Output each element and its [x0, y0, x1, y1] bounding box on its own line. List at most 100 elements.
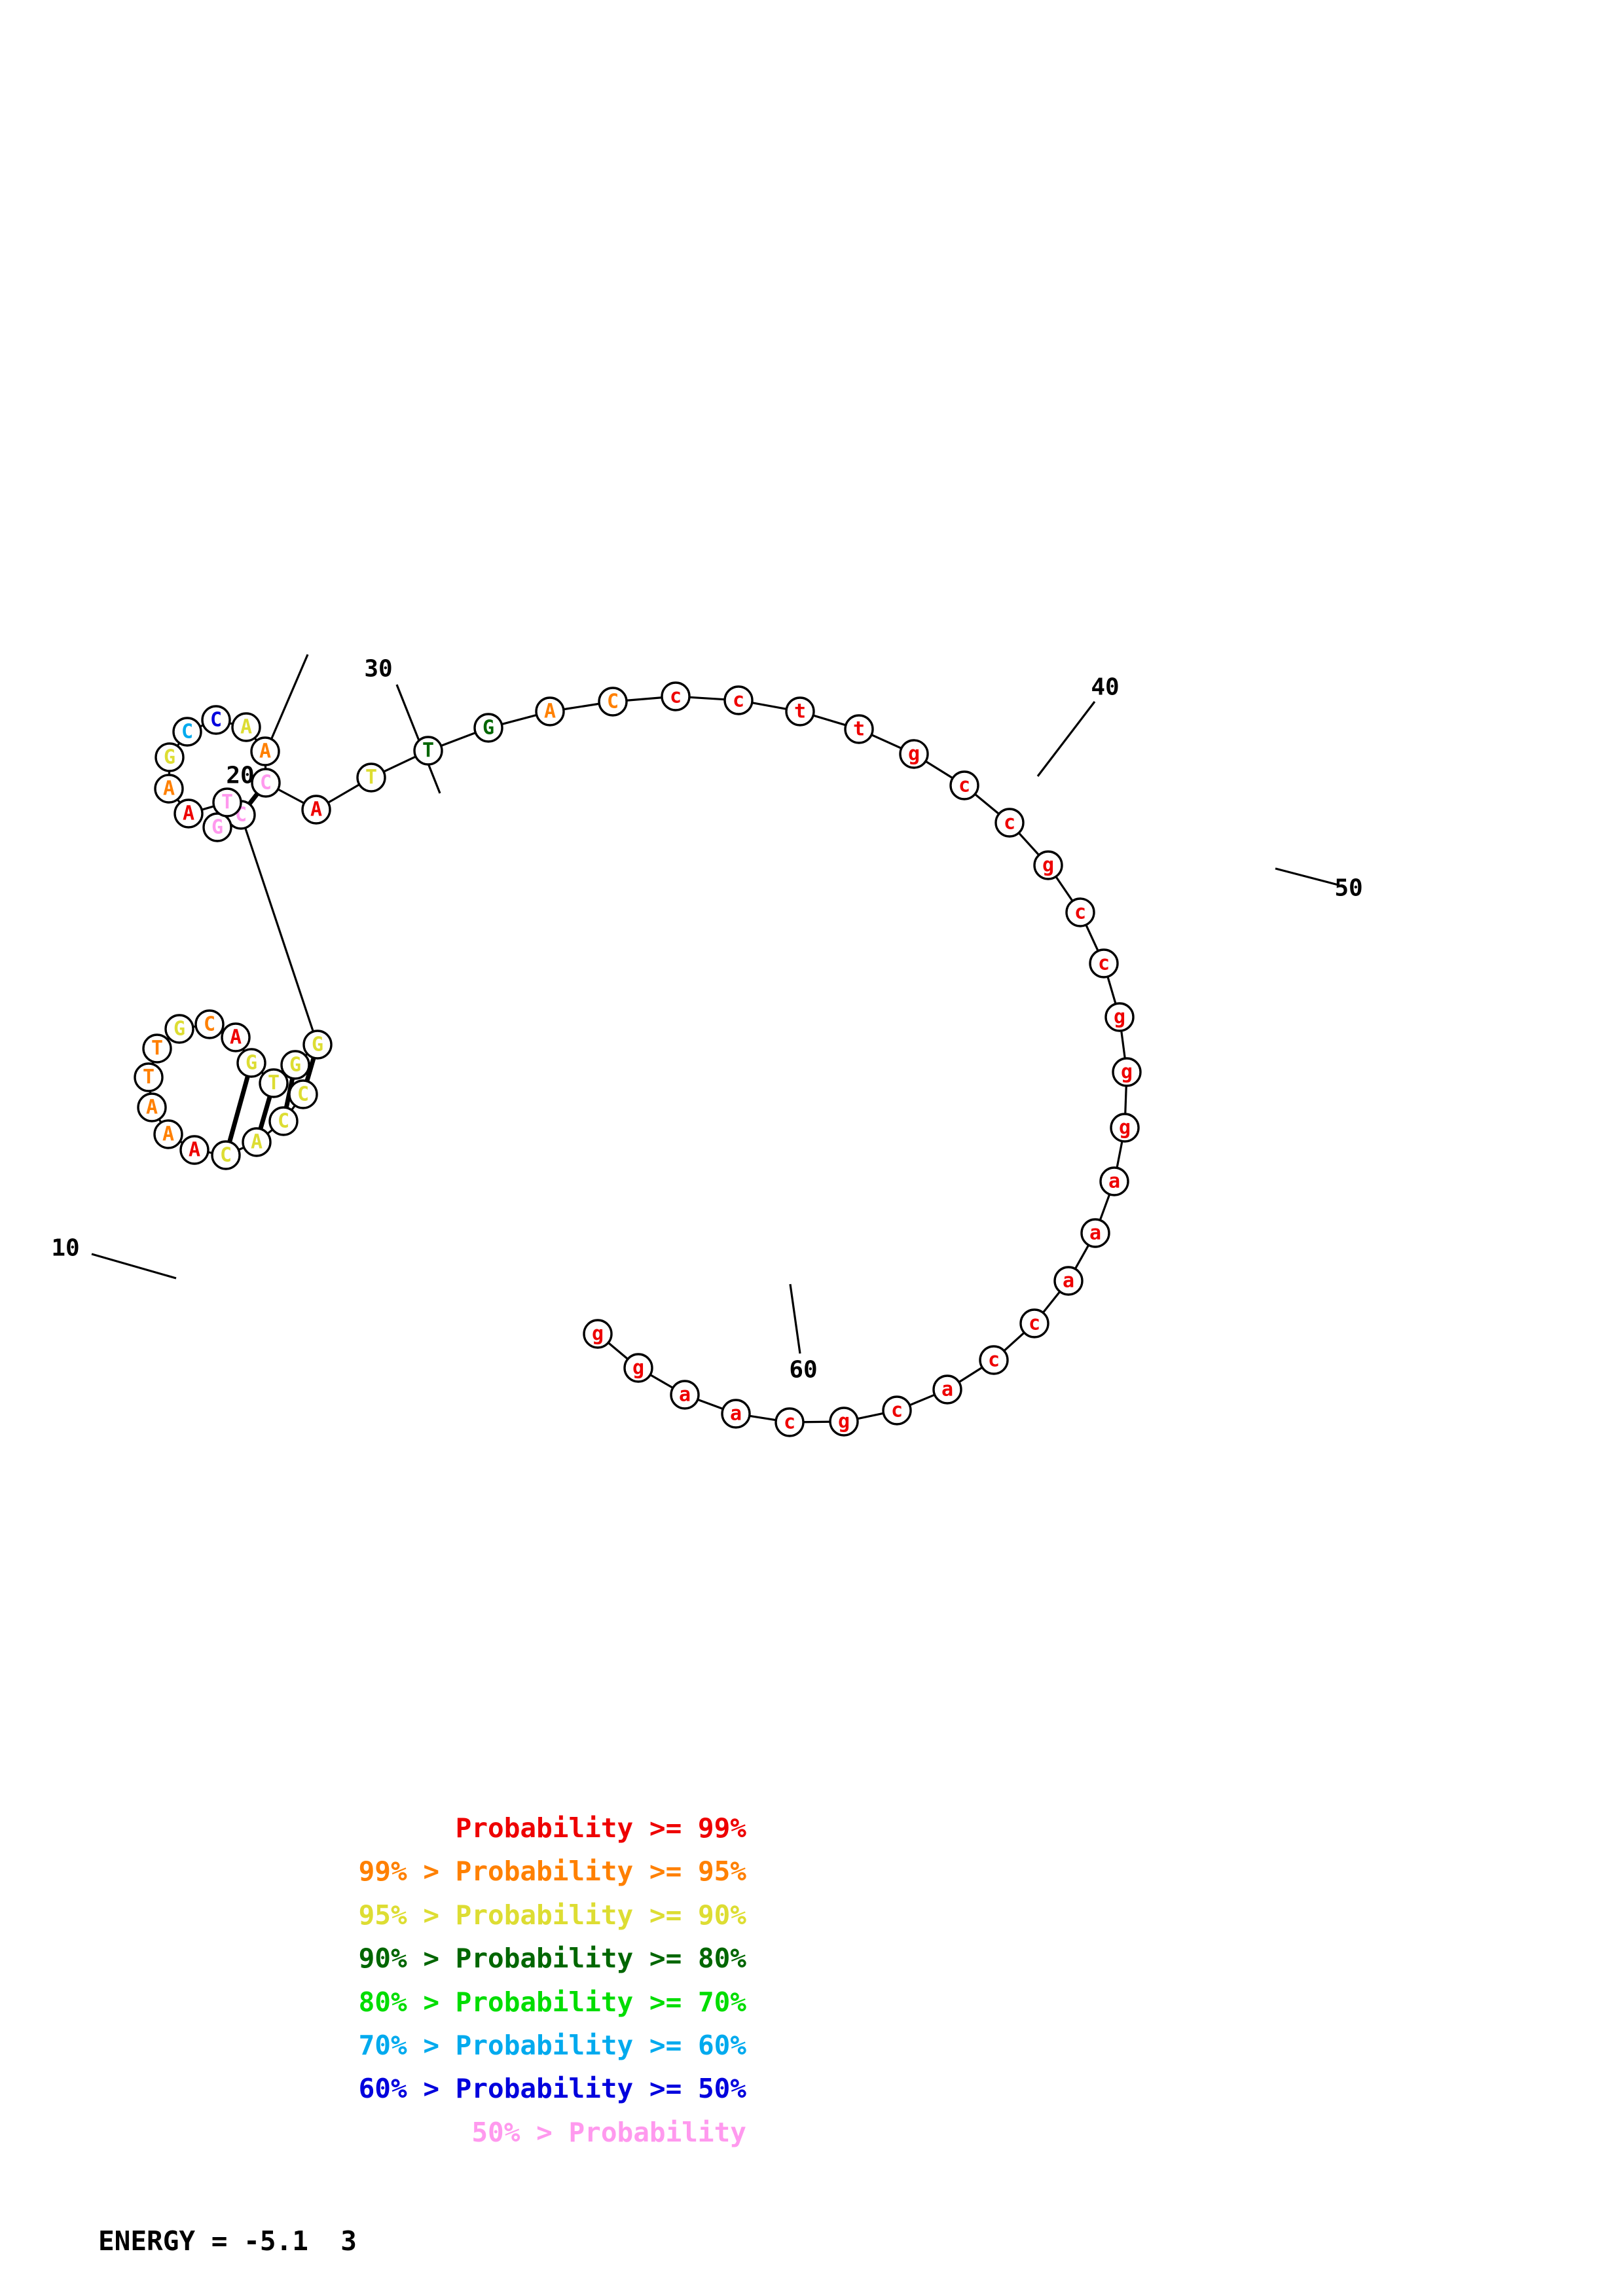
backbone-segment	[749, 1414, 776, 1422]
base-node: c	[1065, 897, 1095, 927]
backbone-segment	[909, 1393, 936, 1407]
base-node: A	[250, 736, 280, 766]
backbone-segment	[441, 731, 476, 747]
position-leader-line	[395, 684, 441, 794]
base-circle	[164, 1014, 194, 1044]
backbone-segment	[649, 1374, 674, 1389]
base-circle	[134, 1062, 164, 1092]
position-number: 40	[1091, 674, 1119, 701]
base-letter: A	[163, 778, 175, 800]
base-node: G	[155, 742, 185, 772]
base-letter: c	[1098, 952, 1110, 975]
base-circle	[236, 1048, 266, 1078]
legend-row-70: 80% > Probability >= 70%	[358, 1986, 746, 2018]
backbone-segment	[563, 702, 600, 711]
base-circle	[268, 1106, 299, 1136]
base-letter: A	[162, 1123, 174, 1146]
backbone-segment	[958, 1366, 983, 1384]
base-circle	[1065, 897, 1095, 927]
base-node: g	[583, 1319, 613, 1349]
base-circle	[221, 1022, 251, 1052]
base-node: T	[259, 1068, 289, 1098]
base-node: C	[598, 687, 628, 717]
base-circle	[154, 774, 184, 804]
backbone-segment	[1116, 1141, 1123, 1168]
base-letter: T	[151, 1037, 163, 1060]
backbone-segment	[501, 713, 538, 726]
base-node: a	[721, 1399, 751, 1429]
legend-row-below: 50% > Probability	[471, 2116, 746, 2148]
base-node: t	[844, 714, 874, 744]
base-letter: C	[181, 721, 193, 744]
base-circle	[356, 762, 386, 793]
base-circle	[153, 1119, 183, 1149]
base-node: c	[1089, 948, 1119, 978]
base-circle	[932, 1374, 962, 1405]
base-letter: g	[1121, 1061, 1133, 1084]
base-node: T	[413, 736, 443, 766]
base-node: c	[979, 1345, 1009, 1375]
base-node: C	[172, 717, 202, 747]
base-letter: G	[164, 746, 175, 769]
backbone-segment	[1003, 1331, 1025, 1352]
base-node: T	[356, 762, 386, 793]
base-node: t	[785, 696, 815, 726]
base-circle	[1053, 1266, 1084, 1296]
base-letter: c	[1074, 901, 1086, 924]
base-node: G	[473, 713, 503, 743]
base-letter: a	[730, 1403, 742, 1426]
base-letter: a	[1063, 1270, 1074, 1293]
base-circle	[302, 1030, 333, 1060]
base-circle	[473, 713, 503, 743]
base-node: G	[202, 812, 232, 842]
base-node: g	[623, 1353, 653, 1383]
base-letter: C	[297, 1083, 309, 1106]
backbone-segment	[752, 702, 787, 710]
base-letter: c	[733, 689, 744, 712]
base-node: G	[164, 1014, 194, 1044]
base-letter: G	[246, 1052, 257, 1075]
base-node: A	[242, 1127, 272, 1157]
position-leader-line	[91, 1253, 177, 1280]
base-circle	[829, 1407, 859, 1437]
legend-row-90: 95% > Probability >= 90%	[358, 1899, 746, 1931]
base-circle	[535, 696, 565, 726]
position-leader-line	[1275, 867, 1339, 886]
legend-row-80: 90% > Probability >= 80%	[358, 1943, 746, 1975]
base-circle	[1110, 1113, 1140, 1143]
base-node: c	[661, 681, 691, 711]
base-letter: G	[211, 816, 223, 839]
backbone-segment	[697, 1398, 723, 1410]
base-letter: A	[183, 802, 194, 825]
base-pair-bond	[304, 1057, 316, 1082]
backbone-segment	[626, 696, 663, 702]
base-letter: G	[483, 717, 494, 740]
base-node: c	[775, 1407, 805, 1437]
base-letter: A	[230, 1026, 242, 1049]
base-circle	[413, 736, 443, 766]
backbone-segment	[974, 793, 1000, 815]
base-node: c	[723, 685, 754, 715]
backbone-segment	[812, 714, 847, 726]
base-circle	[288, 1079, 318, 1109]
probability-legend: Probability >= 99% 99% > Probability >= …	[0, 1806, 786, 2154]
base-node: c	[1019, 1308, 1049, 1338]
backbone-segment	[244, 827, 314, 1032]
base-letter: a	[679, 1384, 691, 1407]
position-number-labels: 10 20 30 40 50 60	[51, 656, 1362, 1384]
position-leader-line	[789, 1283, 801, 1354]
base-circle	[723, 685, 754, 715]
base-letter: t	[794, 700, 806, 723]
base-node: A	[137, 1092, 167, 1122]
base-circle	[137, 1092, 167, 1122]
base-letter: c	[958, 774, 970, 797]
base-circle	[172, 717, 202, 747]
base-circle	[250, 736, 280, 766]
base-letter: C	[260, 772, 272, 795]
base-node: a	[1053, 1266, 1084, 1296]
base-letter: T	[422, 740, 434, 762]
base-letter: C	[220, 1144, 232, 1167]
base-node: A	[179, 1135, 210, 1165]
backbone-segment	[608, 1342, 629, 1360]
